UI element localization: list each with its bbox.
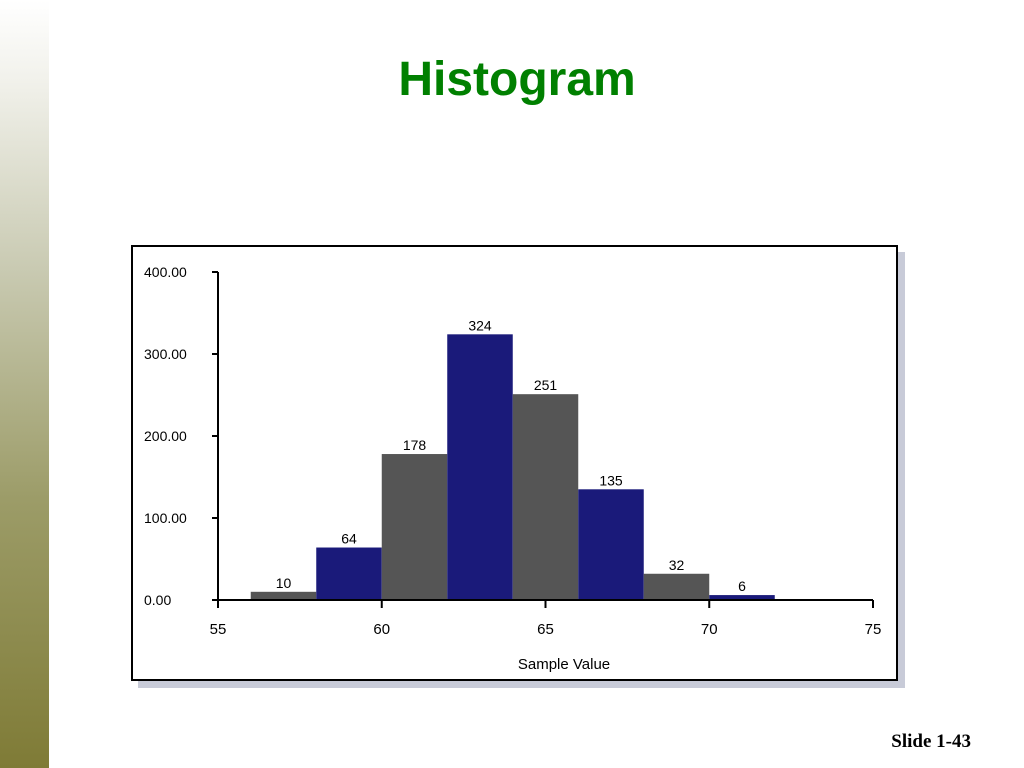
y-tick-label: 100.00	[144, 510, 187, 526]
chart-canvas: 10 64 178 324 251 135 32 6 0.00 100.00 200.00 300.0…	[144, 264, 881, 673]
x-tick-label: 55	[210, 621, 227, 638]
x-tick-label: 70	[701, 621, 718, 638]
bar-data-label: 64	[341, 531, 357, 547]
x-tick-label: 75	[865, 621, 882, 638]
bar-data-label: 10	[276, 575, 292, 591]
histogram-bar	[512, 394, 579, 600]
histogram-bar	[316, 547, 382, 600]
bar-data-label: 6	[738, 578, 746, 594]
decorative-sidebar	[0, 0, 49, 768]
histogram-bar	[250, 591, 317, 600]
bar-data-label: 178	[403, 437, 427, 453]
y-tick-label: 400.00	[144, 264, 187, 280]
x-tick-label: 65	[537, 621, 554, 638]
bars-layer	[250, 334, 775, 600]
bar-data-label: 324	[468, 317, 492, 333]
labels-layer: 10 64 178 324 251 135 32 6 0.00 100.00 200.00 300.0…	[144, 264, 881, 638]
slide-title: Histogram	[398, 53, 636, 106]
histogram-chart: 10 64 178 324 251 135 32 6 0.00 100.00 200.00 300.0…	[131, 245, 898, 681]
axes-layer	[212, 271, 874, 608]
y-tick-label: 200.00	[144, 428, 187, 444]
x-tick-label: 60	[373, 621, 390, 638]
y-tick-label: 300.00	[144, 346, 187, 362]
histogram-bar	[578, 489, 644, 600]
histogram-bar	[709, 595, 775, 600]
y-tick-label: 0.00	[144, 592, 171, 608]
bar-data-label: 251	[534, 377, 558, 393]
slide-number: Slide 1-43	[891, 731, 971, 752]
bar-data-label: 135	[599, 472, 623, 488]
histogram-bar	[643, 573, 710, 600]
bar-data-label: 32	[669, 557, 685, 573]
histogram-bar	[381, 454, 448, 600]
x-axis-title: Sample Value	[518, 656, 610, 673]
histogram-bar	[447, 334, 513, 600]
